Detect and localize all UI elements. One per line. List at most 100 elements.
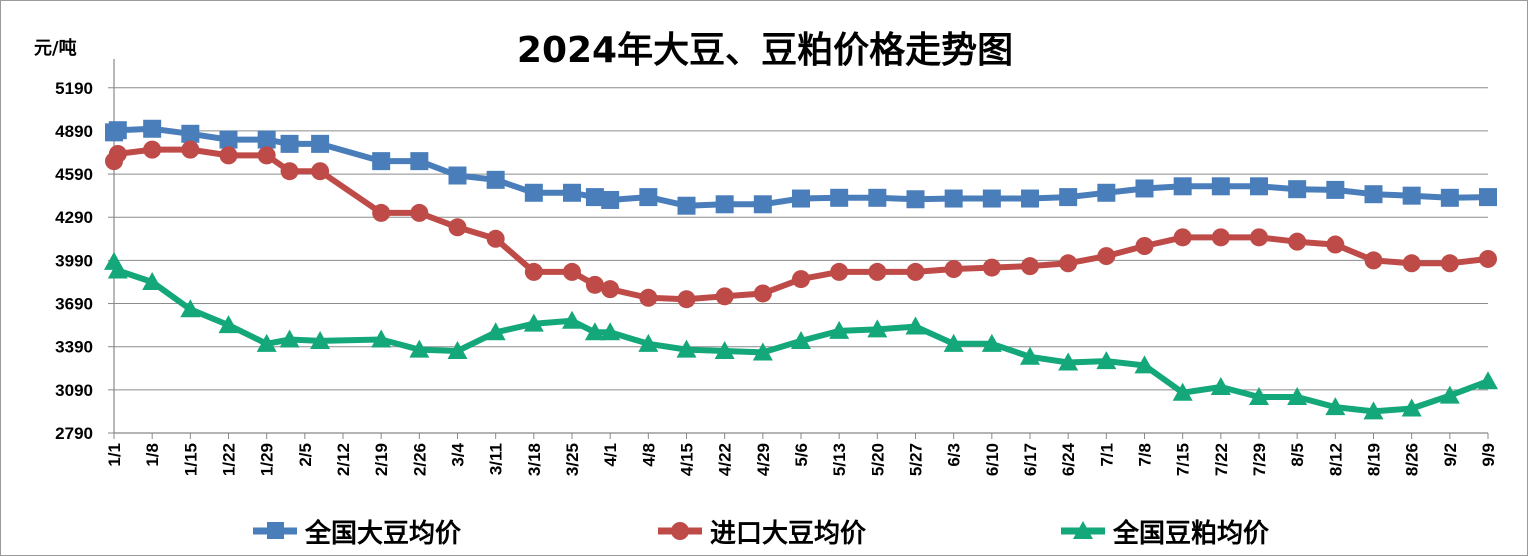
data-point: [1020, 346, 1040, 365]
data-point: [447, 341, 468, 360]
series-1: [105, 140, 1497, 309]
series-2: [104, 251, 1498, 420]
data-point: [142, 271, 163, 290]
x-tick-label: 8/19: [1365, 443, 1384, 476]
data-point: [143, 140, 162, 159]
data-point: [868, 188, 887, 207]
data-point: [219, 130, 238, 149]
data-point: [982, 258, 1001, 277]
x-tick-label: 9/2: [1441, 443, 1460, 467]
y-tick-label: 3990: [55, 251, 93, 270]
y-tick-labels: 2790 3090 3390 3690 3990 4290 4590 4890 5190: [55, 79, 93, 443]
data-point: [1440, 254, 1459, 273]
x-tick-label: 3/4: [449, 442, 468, 466]
data-point: [1058, 352, 1079, 371]
x-tick-labels: 1/1 1/8 1/15 1/22 1/29 2/5 2/12 2/19 2/26 3/4 3/11…: [105, 442, 1498, 476]
data-point: [867, 319, 888, 338]
series-layer: [104, 119, 1498, 420]
data-point: [981, 333, 1002, 352]
data-point: [310, 330, 331, 349]
data-point: [1364, 185, 1383, 204]
data-point: [714, 341, 735, 360]
y-tick-label: 4890: [55, 122, 93, 141]
data-point: [944, 189, 963, 208]
data-point: [1402, 186, 1421, 205]
x-tick-label: 3/11: [487, 443, 506, 475]
data-point: [1325, 397, 1346, 416]
data-point: [639, 288, 658, 307]
data-point: [486, 170, 505, 189]
x-tick-label: 5/20: [868, 443, 887, 476]
x-tick-label: 6/24: [1059, 442, 1078, 476]
x-tick-label: 8/26: [1403, 443, 1422, 476]
data-point: [409, 339, 430, 358]
y-tick-label: 4590: [55, 165, 93, 184]
data-point: [108, 121, 127, 140]
legend-marker-triangle-icon: [1061, 521, 1105, 539]
data-point: [639, 188, 658, 207]
x-tick-label: 7/1: [1097, 443, 1116, 467]
data-point: [485, 322, 506, 341]
data-point: [715, 195, 734, 214]
data-point: [279, 329, 300, 348]
data-point: [280, 134, 299, 153]
data-point: [486, 229, 505, 248]
data-point: [585, 275, 604, 294]
y-tick-label: 3090: [55, 381, 93, 400]
data-point: [944, 260, 963, 279]
data-point: [753, 195, 772, 214]
plot-area: 2790 3090 3390 3690 3990 4290 4590 4890 5190 1/1…: [55, 59, 1498, 476]
data-point: [1211, 228, 1230, 247]
data-point: [601, 190, 620, 209]
data-point: [410, 203, 429, 222]
data-point: [257, 130, 276, 149]
x-tick-label: 3/18: [525, 443, 544, 476]
data-point: [677, 290, 696, 309]
x-tick-label: 5/13: [830, 443, 849, 476]
data-point: [1097, 183, 1116, 202]
data-point: [1172, 382, 1193, 401]
series-0: [105, 119, 1497, 215]
y-axis-unit-label: 元/吨: [34, 38, 77, 59]
data-point: [982, 189, 1001, 208]
data-point: [1326, 235, 1345, 254]
y-tick-label: 4290: [55, 208, 93, 227]
x-tick-label: 6/3: [945, 443, 964, 467]
data-point: [1021, 189, 1039, 208]
x-tick-label: 1/15: [181, 443, 200, 476]
legend-item-national-soymeal: 全国豆粕均价: [1059, 509, 1269, 553]
x-tick-label: 8/5: [1288, 443, 1307, 467]
data-point: [410, 152, 429, 171]
x-tick-label: 4/8: [639, 443, 658, 467]
data-point: [1250, 177, 1268, 196]
data-point: [1401, 398, 1422, 417]
x-tick-label: 9/9: [1479, 443, 1498, 467]
legend-label-national-soybean: 全国大豆均价: [305, 518, 462, 549]
x-tick-label: 7/8: [1136, 443, 1155, 467]
data-point: [1363, 401, 1384, 420]
x-tick-label: 1/22: [220, 443, 239, 476]
data-point: [753, 284, 772, 303]
data-point: [371, 329, 392, 348]
data-point: [1250, 228, 1268, 247]
data-point: [1479, 249, 1497, 268]
legend-marker-square-icon: [253, 522, 297, 539]
data-point: [1173, 228, 1192, 247]
y-tick-label: 2790: [55, 424, 93, 443]
legend-label-imported-soybean: 进口大豆均价: [710, 518, 867, 549]
data-point: [524, 183, 543, 202]
data-point: [601, 280, 620, 299]
data-point: [906, 190, 925, 209]
data-point: [448, 166, 467, 185]
data-point: [108, 144, 127, 163]
data-point: [638, 333, 659, 352]
data-point: [600, 322, 621, 341]
data-point: [1173, 177, 1192, 196]
x-tick-label: 1/1: [105, 443, 124, 467]
data-point: [562, 310, 582, 329]
data-point: [1402, 254, 1421, 273]
data-point: [905, 316, 926, 335]
x-tick-label: 4/1: [601, 443, 620, 467]
data-point: [830, 262, 849, 281]
